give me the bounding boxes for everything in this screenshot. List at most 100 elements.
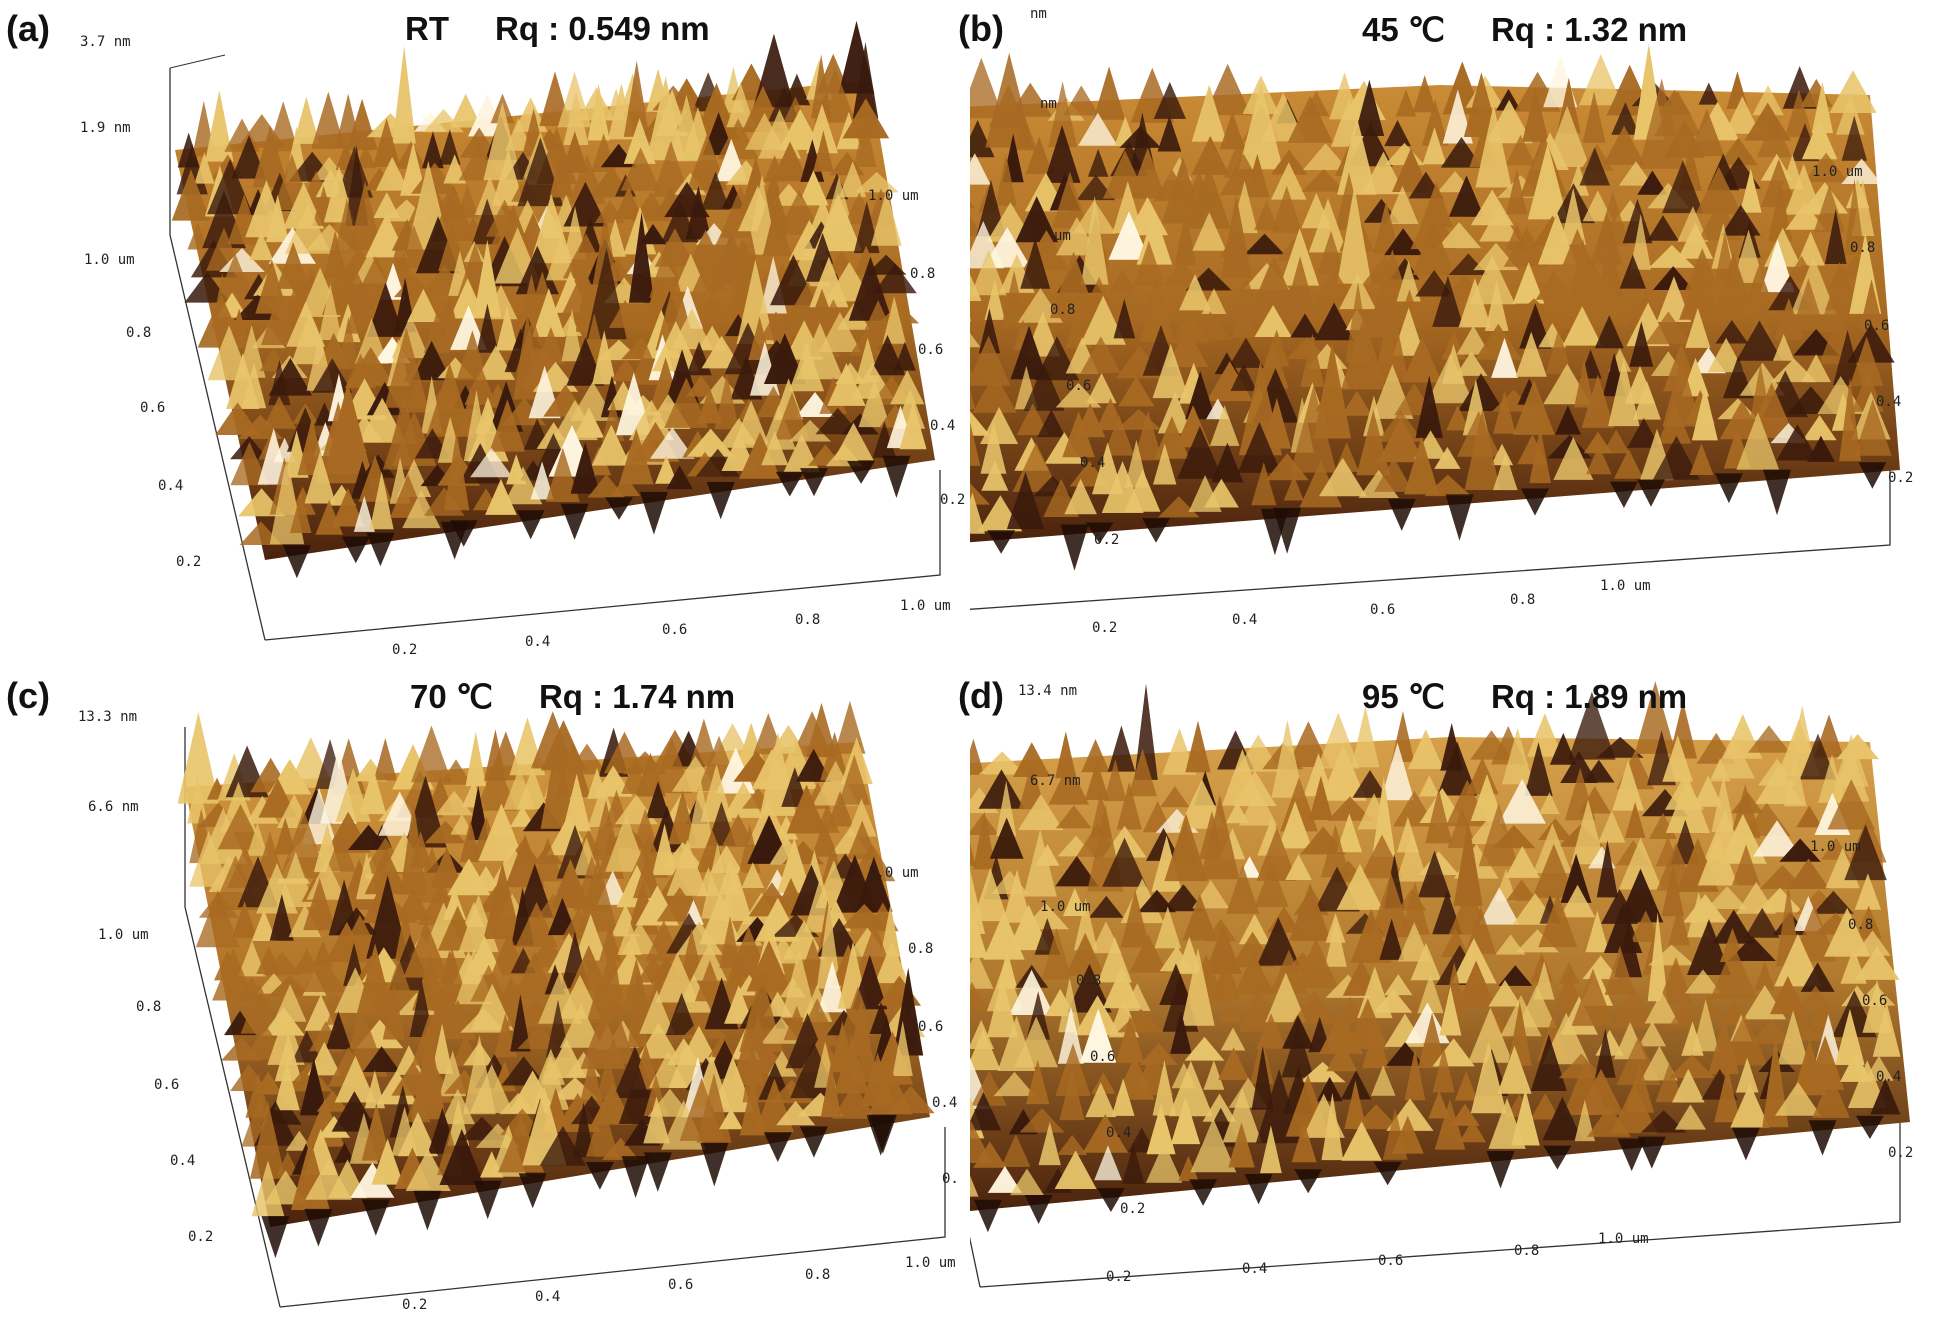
surface-peak — [1369, 872, 1412, 938]
surface-peak — [1058, 977, 1082, 1033]
surface-peak — [741, 862, 765, 888]
surface-peak — [245, 1072, 271, 1118]
surface-peak — [970, 950, 994, 989]
surface-peak — [1469, 255, 1516, 305]
surface-peak — [1724, 96, 1761, 134]
surface-peak — [1020, 238, 1051, 289]
surface-peak — [742, 1008, 774, 1103]
surface-peak — [1352, 770, 1388, 798]
surface-peak — [1582, 268, 1629, 325]
surface-valley — [1714, 473, 1743, 504]
surface-peak — [1715, 320, 1749, 344]
surface-peak — [1622, 198, 1653, 244]
surface-peak — [1373, 201, 1400, 254]
surface-peak — [215, 402, 260, 435]
surface-peak — [1362, 1021, 1390, 1069]
surface-peak — [1829, 70, 1877, 113]
surface-peak — [1055, 856, 1099, 887]
surface-valley — [518, 1173, 547, 1209]
surface-peak — [1695, 166, 1742, 214]
surface-peak — [1574, 1099, 1595, 1142]
surface-peak — [1779, 838, 1821, 862]
right-y-tick: 0.4 — [932, 1095, 958, 1111]
surface-peak — [1721, 1013, 1768, 1066]
surface-peak — [303, 877, 336, 931]
surface-peak — [195, 890, 240, 948]
surface-peak — [623, 60, 650, 137]
surface-peak — [1501, 727, 1534, 785]
surface-peak — [265, 194, 290, 243]
surface-peak — [619, 428, 654, 485]
surface-peak — [1458, 278, 1492, 328]
surface-peak — [1672, 1068, 1705, 1103]
surface-peak — [1851, 370, 1884, 412]
surface-peak — [719, 1108, 743, 1130]
surface-peak — [798, 170, 829, 206]
surface-peak — [970, 249, 1007, 296]
surface-peak — [1453, 819, 1483, 906]
surface-peak — [621, 921, 659, 955]
surface-peak — [1796, 231, 1825, 266]
surface-peak — [1768, 183, 1793, 242]
surface-peak — [1718, 137, 1758, 166]
surface-peak — [983, 227, 1031, 268]
surface-valley — [304, 1208, 333, 1247]
left-y-tick: 0.8 — [1050, 302, 1076, 318]
surface-peak — [685, 185, 712, 240]
surface-peak — [1544, 105, 1590, 167]
surface-peak — [273, 1060, 300, 1111]
surface-peak — [1082, 1114, 1129, 1153]
surface-peak — [880, 904, 901, 957]
surface-peak — [483, 101, 522, 181]
surface-peak — [1553, 437, 1594, 480]
condition-text: 70 ℃ — [410, 678, 493, 715]
surface-peak — [1558, 1053, 1604, 1079]
surface-peak — [241, 362, 267, 409]
surface-peak — [1191, 84, 1227, 142]
surface-peak — [986, 961, 1023, 1012]
surface-peak — [1719, 813, 1767, 864]
surface-peak — [1116, 781, 1142, 830]
surface-peak — [970, 981, 987, 1012]
surface-peak — [1657, 402, 1692, 444]
surface-peak — [1799, 733, 1836, 780]
surface-peak — [1115, 1016, 1145, 1063]
surface-peak — [620, 147, 661, 191]
surface-peak — [1665, 776, 1711, 833]
surface-peak — [1582, 190, 1613, 222]
surface-peak — [1301, 169, 1346, 192]
surface-peak — [1341, 390, 1372, 416]
z-tick-max: 13.4 nm — [1018, 683, 1078, 699]
surface-peak — [639, 990, 675, 1034]
surface-peak — [1201, 288, 1227, 314]
surface-peak — [1437, 222, 1482, 249]
surface-peak — [978, 308, 1001, 354]
surface-peak — [1254, 200, 1279, 230]
surface-peak — [1854, 946, 1900, 980]
surface-peak — [290, 492, 312, 533]
roughness-text: Rq : 1.32 nm — [1490, 11, 1688, 48]
surface-peak — [1374, 989, 1413, 1013]
surface-peak — [1371, 1065, 1396, 1096]
surface-peak — [284, 1063, 333, 1092]
surface-peak — [407, 288, 440, 322]
surface-peak — [1426, 353, 1475, 404]
surface-peak — [361, 1103, 392, 1161]
surface-peak — [1677, 222, 1714, 259]
surface-peak — [1479, 205, 1520, 242]
surface-peak — [1679, 262, 1722, 320]
surface-peak — [232, 901, 257, 938]
surface-peak — [1078, 112, 1118, 146]
surface-peak — [345, 281, 376, 334]
surface-peak — [1001, 1134, 1031, 1167]
surface-peak — [1133, 240, 1165, 287]
surface-peak — [1395, 89, 1417, 117]
surface-peak — [1493, 452, 1518, 491]
surface-peak — [240, 983, 280, 1034]
left-y-tick: 0.2 — [1094, 532, 1120, 548]
left-y-tick: 0.4 — [158, 478, 184, 494]
surface-peak — [1619, 254, 1646, 289]
surface-peak — [1519, 303, 1552, 349]
surface-peak — [354, 318, 389, 364]
surface-peak — [970, 389, 976, 410]
